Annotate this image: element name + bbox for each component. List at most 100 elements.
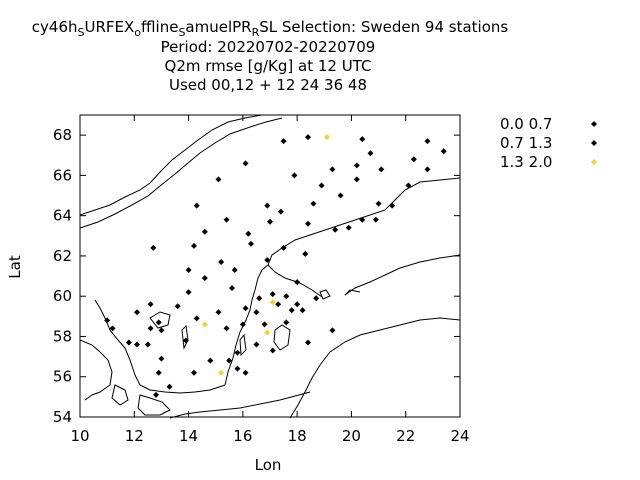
data-point-series-1 bbox=[191, 242, 197, 249]
data-point-series-1 bbox=[372, 216, 379, 223]
data-point-series-1 bbox=[234, 365, 241, 372]
data-point-series-1 bbox=[215, 176, 222, 183]
data-point-series-1 bbox=[253, 309, 260, 316]
data-point-series-1 bbox=[134, 309, 140, 316]
chart-title-line-1: cy46hSURFEXofflineSamuelPRRSL Selection:… bbox=[32, 18, 509, 39]
data-point-series-1 bbox=[440, 148, 447, 155]
y-axis-label: Lat bbox=[6, 255, 24, 279]
data-point-series-1 bbox=[280, 244, 287, 251]
data-point-series-1 bbox=[359, 136, 366, 143]
data-point-series-3 bbox=[218, 369, 225, 376]
data-point-series-1 bbox=[283, 293, 290, 300]
x-axis-label: Lon bbox=[255, 456, 282, 474]
data-point-series-1 bbox=[104, 317, 111, 324]
data-point-series-3 bbox=[269, 299, 276, 306]
data-point-series-1 bbox=[291, 172, 298, 179]
data-point-series-1 bbox=[185, 289, 192, 296]
x-tick-label: 20 bbox=[342, 427, 361, 445]
data-point-series-1 bbox=[223, 325, 230, 332]
data-point-series-1 bbox=[305, 339, 311, 346]
y-tick-label: 54 bbox=[53, 408, 72, 426]
y-tick-label: 68 bbox=[53, 126, 72, 144]
data-point-series-1 bbox=[182, 337, 189, 344]
data-point-series-1 bbox=[305, 134, 311, 141]
data-point-series-1 bbox=[193, 202, 200, 209]
data-point-series-1 bbox=[158, 355, 165, 362]
data-point-series-1 bbox=[410, 156, 417, 163]
data-point-series-1 bbox=[158, 327, 165, 334]
data-point-series-1 bbox=[269, 291, 276, 298]
data-point-series-1 bbox=[375, 200, 382, 207]
legend-marker-1 bbox=[591, 121, 597, 127]
x-tick-label: 14 bbox=[179, 427, 198, 445]
data-point-series-1 bbox=[150, 244, 157, 251]
data-point-series-1 bbox=[332, 226, 339, 233]
chart-title-line-2: Period: 20220702-20220709 bbox=[161, 38, 376, 56]
data-point-series-1 bbox=[310, 200, 317, 207]
data-point-series-1 bbox=[405, 182, 412, 189]
data-point-series-1 bbox=[223, 216, 230, 223]
data-point-series-1 bbox=[299, 307, 306, 314]
data-point-series-1 bbox=[155, 319, 162, 326]
data-point-series-3 bbox=[201, 321, 208, 328]
data-point-series-1 bbox=[294, 279, 301, 286]
data-point-series-1 bbox=[378, 166, 385, 173]
data-point-series-1 bbox=[256, 295, 263, 302]
data-point-series-1 bbox=[245, 230, 252, 237]
data-point-series-1 bbox=[318, 182, 325, 189]
data-point-series-1 bbox=[264, 202, 271, 209]
y-tick-label: 66 bbox=[53, 166, 72, 184]
legend: 0.0 0.7 0.7 1.3 1.3 2.0 bbox=[500, 115, 597, 171]
y-tick-label: 62 bbox=[53, 247, 72, 265]
data-point-series-1 bbox=[389, 202, 396, 209]
data-point-series-1 bbox=[359, 216, 366, 223]
data-point-series-1 bbox=[424, 138, 431, 145]
data-point-series-1 bbox=[234, 349, 241, 356]
chart-title-line-4: Used 00,12 + 12 24 36 48 bbox=[169, 76, 367, 94]
legend-label-3: 1.3 2.0 bbox=[500, 153, 552, 171]
data-point-series-1 bbox=[153, 391, 159, 398]
data-point-series-1 bbox=[280, 138, 287, 145]
chart-title-line-3: Q2m rmse [g/Kg] at 12 UTC bbox=[165, 57, 372, 75]
data-points bbox=[104, 134, 447, 398]
axis-ticks: 10 12 14 16 18 20 22 24 54 56 58 60 62 64 66 68 bbox=[53, 115, 470, 445]
coastline-map bbox=[79, 114, 461, 419]
data-point-series-1 bbox=[253, 341, 260, 348]
data-point-series-1 bbox=[264, 256, 271, 263]
data-point-series-1 bbox=[147, 301, 154, 308]
legend-label-1: 0.0 0.7 bbox=[500, 115, 552, 133]
data-point-series-3 bbox=[264, 329, 271, 336]
data-point-series-1 bbox=[277, 208, 284, 215]
data-point-series-1 bbox=[109, 325, 116, 332]
data-point-series-1 bbox=[353, 176, 360, 183]
x-tick-label: 22 bbox=[396, 427, 415, 445]
data-point-series-1 bbox=[242, 369, 249, 376]
x-tick-label: 12 bbox=[125, 427, 144, 445]
data-point-series-1 bbox=[267, 218, 273, 225]
data-point-series-1 bbox=[218, 258, 225, 265]
y-tick-label: 58 bbox=[53, 327, 72, 345]
y-tick-label: 64 bbox=[53, 207, 72, 225]
data-point-series-3 bbox=[324, 134, 330, 141]
data-point-series-1 bbox=[155, 369, 162, 376]
data-point-series-1 bbox=[201, 275, 208, 282]
data-point-series-1 bbox=[144, 341, 151, 348]
data-point-series-1 bbox=[283, 319, 290, 326]
legend-label-2: 0.7 1.3 bbox=[500, 134, 552, 152]
data-point-series-1 bbox=[201, 228, 208, 235]
data-point-series-1 bbox=[345, 224, 352, 231]
plot-frame bbox=[79, 114, 461, 418]
data-point-series-1 bbox=[185, 267, 192, 274]
data-point-series-1 bbox=[242, 305, 249, 312]
x-tick-label: 18 bbox=[288, 427, 307, 445]
data-point-series-1 bbox=[239, 321, 246, 328]
x-tick-label: 10 bbox=[70, 427, 89, 445]
data-point-series-1 bbox=[166, 383, 173, 390]
data-point-series-1 bbox=[329, 327, 336, 334]
data-point-series-1 bbox=[353, 162, 360, 169]
data-point-series-1 bbox=[248, 240, 254, 247]
data-point-series-1 bbox=[229, 285, 235, 292]
data-point-series-1 bbox=[147, 325, 154, 332]
data-point-series-1 bbox=[288, 307, 295, 314]
